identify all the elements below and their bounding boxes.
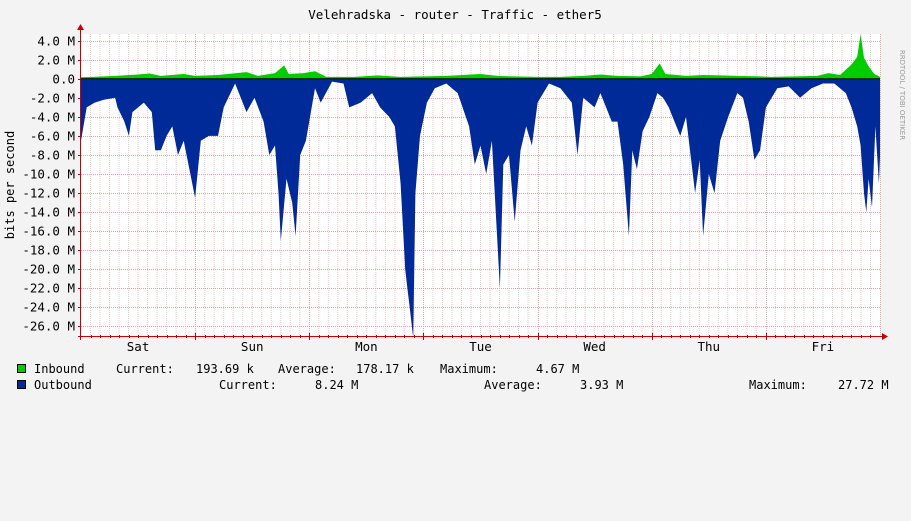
x-day-label: Thu [697,339,720,354]
series-area-outbound [81,78,880,338]
y-tick-label: -26.0 M [22,319,75,334]
y-tick-label: -18.0 M [22,243,75,258]
y-tick-label: 4.0 M [37,34,75,49]
y-tick-label: -12.0 M [22,186,75,201]
x-axis-arrow [882,333,888,340]
y-axis-arrow [77,24,84,30]
outbound-current-value: 8.24 M [315,378,359,392]
y-tick-label: -16.0 M [22,224,75,239]
y-tick-label: -14.0 M [22,205,75,220]
outbound-color-swatch [17,380,26,389]
legend-inbound: Inbound Current: 193.69 k Average: 178.1… [0,361,911,377]
y-tick-label: 0.0 [52,72,75,87]
x-day-label: Tue [469,339,492,354]
plot-area: 4.0 M 2.0 M 0.0 -2.0 M -4.0 M -6.0 M -8.0 M -10… [22,24,888,354]
x-day-label: Sun [241,339,264,354]
y-axis-label: bits per second [3,131,17,239]
outbound-average-value: 3.93 M [580,378,624,392]
outbound-label: Outbound [34,378,92,392]
y-tick-label: -4.0 M [30,110,75,125]
outbound-maximum-value: 27.72 M [838,378,889,392]
x-day-label: Fri [812,339,835,354]
chart-title: Velehradska - router - Traffic - ether5 [308,7,602,22]
outbound-maximum-label: Maximum: [749,378,807,392]
y-tick-label: -24.0 M [22,300,75,315]
x-day-label: Sat [127,339,150,354]
y-tick-label: -20.0 M [22,262,75,277]
y-tick-label: -10.0 M [22,167,75,182]
rrdtool-watermark: RRDTOOL / TOBI OETIKER [898,50,906,140]
outbound-current-label: Current: [219,378,277,392]
x-day-label: Wed [583,339,606,354]
y-tick-label: -6.0 M [30,129,75,144]
inbound-current-value: 193.69 k [196,362,254,376]
y-tick-label: -22.0 M [22,281,75,296]
x-day-label: Mon [355,339,378,354]
inbound-color-swatch [17,364,26,373]
inbound-average-label: Average: [278,362,336,376]
y-tick-label: -8.0 M [30,148,75,163]
traffic-graph: Velehradska - router - Traffic - ether5 … [3,7,906,354]
inbound-current-label: Current: [116,362,174,376]
inbound-maximum-value: 4.67 M [536,362,580,376]
y-tick-label: 2.0 M [37,53,75,68]
inbound-average-value: 178.17 k [356,362,414,376]
legend-outbound: Outbound Current: 8.24 M Average: 3.93 M… [0,377,911,393]
inbound-maximum-label: Maximum: [440,362,498,376]
outbound-average-label: Average: [484,378,542,392]
inbound-label: Inbound [34,362,85,376]
y-tick-label: -2.0 M [30,91,75,106]
